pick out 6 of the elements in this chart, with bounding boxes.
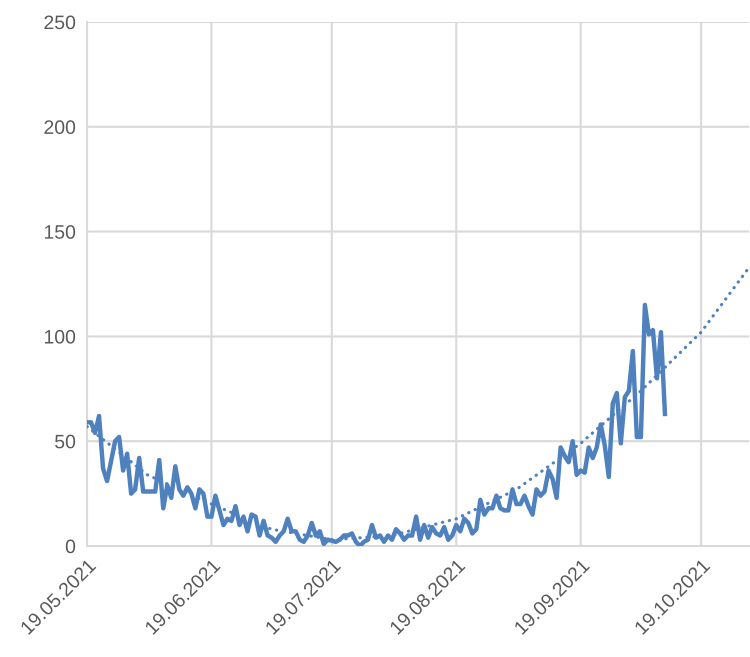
y-tick-label: 250 xyxy=(44,15,76,30)
y-tick-label: 0 xyxy=(66,539,76,554)
y-tick-label: 50 xyxy=(55,434,76,448)
y-tick-label: 150 xyxy=(44,225,76,239)
y-tick-label: 200 xyxy=(44,120,76,134)
y-tick-label: 100 xyxy=(44,330,76,344)
